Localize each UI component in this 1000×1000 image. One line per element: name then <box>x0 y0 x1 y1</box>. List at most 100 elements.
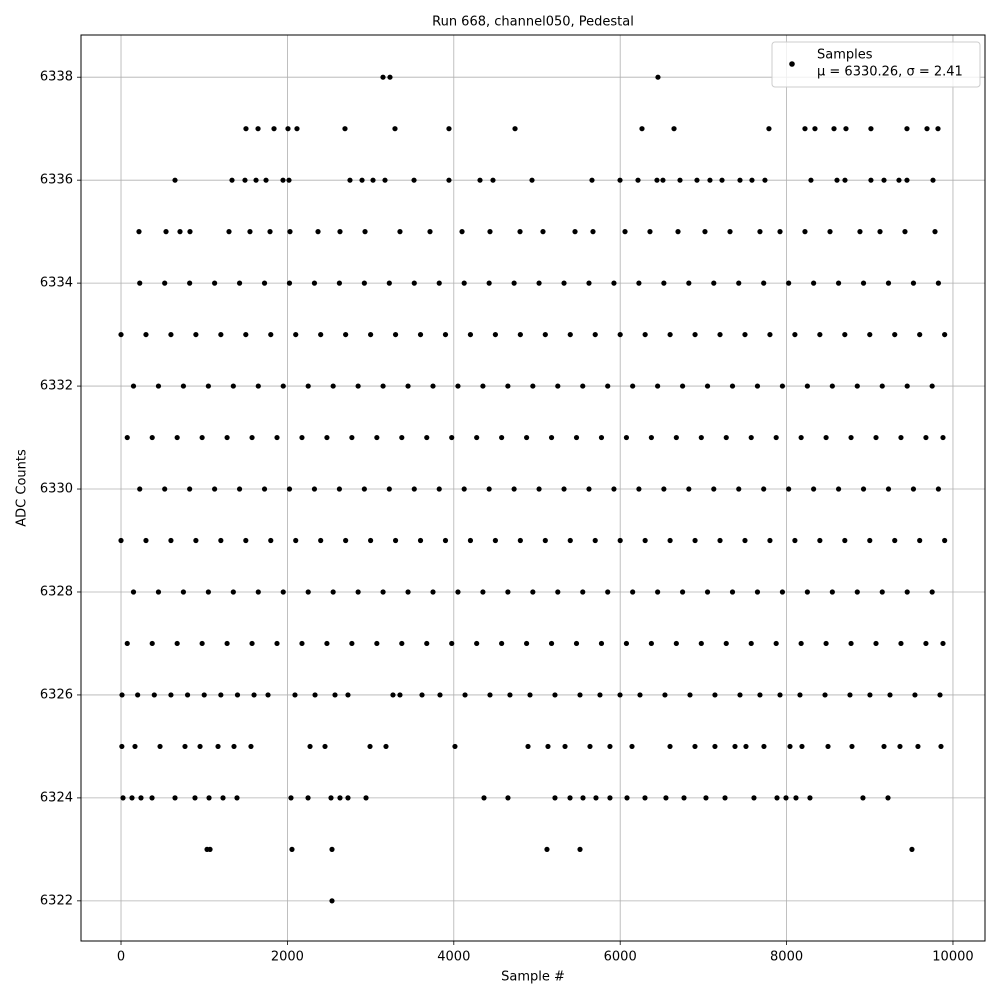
sample-point <box>792 537 798 544</box>
sample-point <box>729 383 736 389</box>
sample-point <box>236 280 243 286</box>
sample-point <box>530 383 536 389</box>
sample-point <box>761 486 767 492</box>
sample-point <box>742 537 748 544</box>
sample-point <box>799 743 805 750</box>
sample-point <box>487 229 493 235</box>
sample-point <box>392 331 399 338</box>
sample-point <box>411 280 417 286</box>
sample-point <box>512 126 518 132</box>
sample-point <box>322 743 328 750</box>
sample-point <box>505 795 511 801</box>
sample-point <box>136 229 142 235</box>
sample-point <box>417 331 424 338</box>
sample-point <box>892 537 898 544</box>
sample-point <box>723 434 729 441</box>
sample-point <box>897 743 903 750</box>
sample-point <box>593 795 599 801</box>
sample-point <box>681 795 687 801</box>
sample-point <box>904 383 910 389</box>
sample-point <box>607 795 613 801</box>
sample-point <box>661 486 667 492</box>
sample-point <box>937 692 943 698</box>
y-tick-label: 6338 <box>40 70 73 85</box>
sample-point <box>923 434 929 441</box>
sample-point <box>761 280 767 286</box>
sample-point <box>218 692 224 698</box>
sample-point <box>455 589 461 595</box>
sample-point <box>561 486 567 492</box>
sample-point <box>120 795 126 801</box>
sample-point <box>732 743 738 750</box>
sample-point <box>797 692 803 698</box>
sample-point <box>667 743 673 750</box>
sample-point <box>424 434 430 441</box>
sample-point <box>442 331 449 338</box>
sample-point <box>249 640 255 647</box>
sample-point <box>311 486 318 492</box>
sample-point <box>336 280 343 286</box>
sample-point <box>910 486 917 492</box>
sample-point <box>636 280 642 286</box>
sample-point <box>773 434 779 441</box>
sample-point <box>812 126 818 132</box>
sample-point <box>234 795 240 801</box>
sample-point <box>411 177 417 183</box>
sample-point <box>635 177 641 183</box>
sample-point <box>437 692 443 698</box>
sample-point <box>673 640 679 647</box>
sample-point <box>149 640 155 647</box>
sample-point <box>592 331 598 338</box>
sample-point <box>192 795 198 801</box>
sample-point <box>842 177 848 183</box>
sample-point <box>480 589 486 595</box>
sample-point <box>330 383 336 389</box>
sample-point <box>751 795 757 801</box>
sample-point <box>777 692 783 698</box>
sample-point <box>505 589 511 595</box>
sample-point <box>867 537 873 544</box>
sample-point <box>449 640 455 647</box>
sample-point <box>215 743 221 750</box>
sample-point <box>467 331 474 338</box>
sample-point <box>624 795 630 801</box>
sample-point <box>430 383 436 389</box>
sample-point <box>737 177 743 183</box>
sample-point <box>573 434 580 441</box>
sample-point <box>265 692 271 698</box>
sample-point <box>525 743 531 750</box>
sample-point <box>119 692 125 698</box>
sample-point <box>242 177 248 183</box>
sample-point <box>692 331 698 338</box>
sample-point <box>138 795 144 801</box>
sample-point <box>586 486 592 492</box>
sample-point <box>842 331 848 338</box>
sample-point <box>687 692 693 698</box>
sample-point <box>857 229 863 235</box>
sample-point <box>249 434 255 441</box>
sample-point <box>251 692 257 698</box>
sample-point <box>218 331 224 338</box>
sample-point <box>667 331 673 338</box>
sample-point <box>130 383 137 389</box>
sample-point <box>885 486 892 492</box>
sample-point <box>255 383 261 389</box>
sample-point <box>774 795 780 801</box>
sample-point <box>639 126 645 132</box>
x-tick-label: 10000 <box>932 950 973 965</box>
sample-point <box>662 692 668 698</box>
legend-box <box>771 41 981 88</box>
sample-point <box>474 640 480 647</box>
sample-point <box>623 434 630 441</box>
sample-point <box>324 640 330 647</box>
sample-point <box>255 589 261 595</box>
sample-point <box>605 589 611 595</box>
sample-point <box>530 589 536 595</box>
sample-point <box>529 177 535 183</box>
sample-point <box>446 177 452 183</box>
sample-point <box>205 383 211 389</box>
sample-point <box>737 692 743 698</box>
sample-point <box>363 795 369 801</box>
sample-point <box>324 434 330 441</box>
sample-point <box>909 846 915 852</box>
